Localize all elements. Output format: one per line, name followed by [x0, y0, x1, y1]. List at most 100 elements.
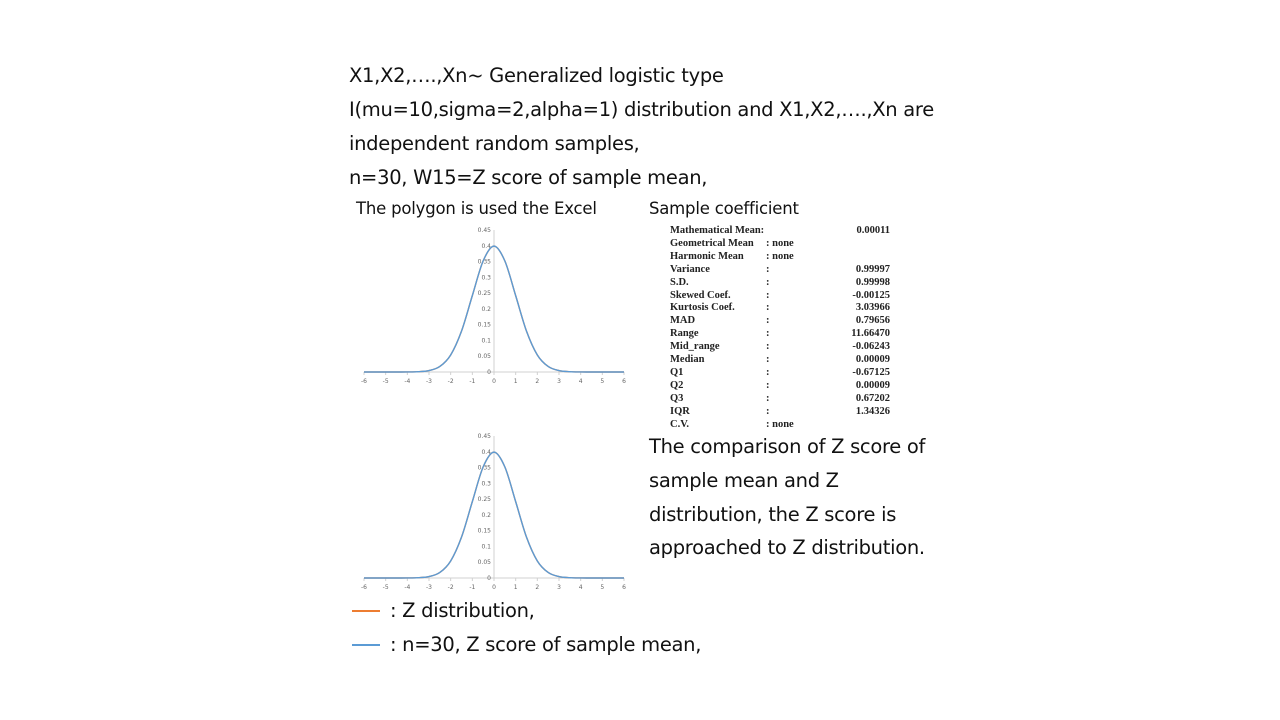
x-tick-label: 5 [600, 584, 604, 591]
x-tick-label: 3 [557, 584, 561, 591]
stat-row: Q2: 0.00009 [670, 379, 900, 392]
stat-colon: : [766, 289, 770, 301]
stat-colon: : [766, 302, 770, 314]
y-tick-label: 0.25 [478, 496, 492, 503]
legend-swatch-z-distribution [352, 610, 380, 612]
x-tick-label: -1 [469, 584, 475, 591]
x-tick-label: -6 [361, 378, 367, 385]
legend-label-sample-mean: : n=30, Z score of sample mean, [390, 633, 702, 656]
stat-label: IQR [670, 405, 690, 417]
right-caption: Sample coefficient [649, 199, 799, 218]
stat-value: 1.34326 [855, 405, 890, 417]
y-tick-label: 0.2 [481, 512, 491, 519]
header-line-3: independent random samples, [349, 132, 640, 155]
stat-row: Skewed Coef.: -0.00125 [670, 289, 900, 302]
stat-value: -0.00125 [852, 289, 890, 301]
stat-colon: : [766, 405, 770, 417]
y-tick-label: 0 [487, 575, 491, 582]
stat-label: Variance [670, 263, 710, 275]
stat-label: Mid_range [670, 341, 720, 353]
x-tick-label: -1 [469, 378, 475, 385]
stat-label: MAD [670, 315, 696, 327]
stat-value: 0.00009 [855, 354, 890, 365]
x-tick-label: -6 [361, 584, 367, 591]
stat-value: -0.06243 [852, 341, 890, 353]
y-tick-label: 0.45 [478, 227, 492, 234]
y-tick-label: 0.05 [478, 353, 492, 360]
stat-value: 0.67202 [855, 392, 890, 404]
stat-row: Q1: -0.67125 [670, 366, 900, 379]
x-tick-label: 4 [579, 378, 583, 385]
x-tick-label: 0 [492, 584, 496, 591]
header-line-2: I(mu=10,sigma=2,alpha=1) distribution an… [349, 98, 934, 121]
stat-row: Range: 11.66470 [670, 327, 900, 340]
stat-value: 0.00011 [856, 225, 890, 236]
stat-colon: : [766, 328, 770, 340]
stat-colon: : none [766, 418, 794, 430]
stat-row: Mathematical Mean: 0.00011 [670, 224, 900, 237]
z-distribution-chart-top: -6 -5 -4 -3 -2 -1 0 1 2 3 4 5 6 0 0.05 0.1 0.15 0.2 0.25 0.… [361, 227, 626, 385]
x-tick-label: -5 [383, 584, 389, 591]
stat-colon: : [766, 315, 770, 327]
y-tick-label: 0.1 [481, 543, 491, 550]
series-line-1 [363, 245, 624, 373]
x-tick-label: -4 [404, 584, 410, 591]
comparison-line-2: sample mean and Z [649, 469, 839, 492]
stat-value: 0.99997 [855, 263, 890, 275]
y-tick-label: 0.25 [478, 290, 492, 297]
left-caption: The polygon is used the Excel [356, 199, 597, 218]
x-tick-label: -4 [404, 378, 410, 385]
x-tick-label: 5 [600, 378, 604, 385]
stat-row: S.D.: 0.99998 [670, 276, 900, 289]
stat-value: 0.99998 [855, 276, 890, 288]
x-tick-label: -5 [383, 378, 389, 385]
stat-label: Q1 [670, 366, 684, 378]
stat-value: 3.03966 [855, 302, 890, 314]
y-tick-label: 0.4 [481, 243, 491, 250]
x-tick-label: 1 [514, 378, 518, 385]
y-tick-label: 0.05 [478, 559, 492, 566]
stat-label: Range [670, 328, 699, 340]
stat-colon: : [766, 354, 770, 365]
y-tick-label: 0 [487, 369, 491, 376]
x-tick-label: 2 [535, 584, 539, 591]
z-distribution-chart-bottom: -6 -5 -4 -3 -2 -1 0 1 2 3 4 5 6 0 0.05 0.1 0.15 0.2 0.25 0.… [361, 433, 626, 591]
y-tick-label: 0.15 [478, 322, 492, 329]
stat-row: MAD: 0.79656 [670, 314, 900, 327]
stat-label: Mathematical Mean: [670, 225, 765, 236]
comparison-line-1: The comparison of Z score of [649, 435, 926, 458]
stat-label: Q3 [670, 392, 684, 404]
stat-row: Harmonic Mean : none [670, 250, 900, 263]
stat-label: C.V. [670, 418, 690, 430]
x-tick-label: 6 [622, 378, 626, 385]
x-tick-label: 1 [514, 584, 518, 591]
stat-label: Kurtosis Coef. [670, 302, 735, 314]
x-tick-label: 0 [492, 378, 496, 385]
stat-row: Q3: 0.67202 [670, 392, 900, 405]
y-tick-label: 0.15 [478, 528, 492, 535]
stat-value: 0.00009 [855, 379, 890, 391]
y-tick-label: 0.35 [478, 465, 492, 472]
x-tick-label: 3 [557, 378, 561, 385]
x-tick-label: -3 [426, 378, 432, 385]
y-tick-label: 0.45 [478, 433, 492, 440]
stat-label: Geometrical Mean [670, 237, 754, 249]
stat-label: Harmonic Mean [670, 250, 744, 262]
x-tick-label: -3 [426, 584, 432, 591]
stat-row: IQR: 1.34326 [670, 405, 900, 418]
stat-row: Mid_range: -0.06243 [670, 340, 900, 353]
stat-row: Kurtosis Coef.: 3.03966 [670, 301, 900, 314]
x-tick-label: -2 [448, 584, 454, 591]
header-line-4: n=30, W15=Z score of sample mean, [349, 166, 708, 189]
stat-value: -0.67125 [852, 366, 890, 378]
x-tick-label: 6 [622, 584, 626, 591]
legend-label-z-distribution: : Z distribution, [390, 599, 535, 622]
comparison-line-3: distribution, the Z score is [649, 503, 897, 526]
stat-colon: : [766, 263, 770, 275]
comparison-line-4: approached to Z distribution. [649, 536, 925, 559]
stat-colon: : [766, 276, 770, 288]
stat-colon: : [766, 341, 770, 353]
stat-colon: : none [766, 250, 794, 262]
header-line-1: X1,X2,….,Xn~ Generalized logistic type [349, 64, 724, 87]
stat-row: C.V. : none [670, 418, 900, 431]
